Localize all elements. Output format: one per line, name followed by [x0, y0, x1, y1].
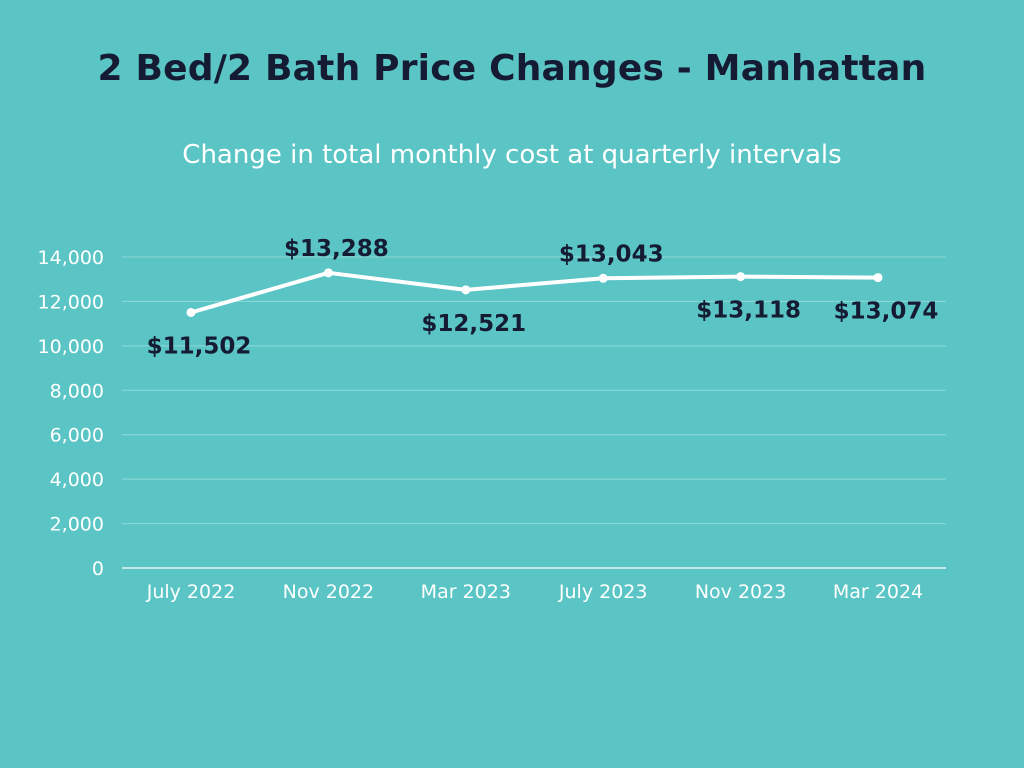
data-label: $11,502 [147, 333, 252, 359]
y-tick-label: 14,000 [38, 247, 104, 269]
x-tick-label: July 2023 [558, 581, 648, 603]
x-tick-label: Nov 2022 [283, 581, 374, 603]
data-labels: $11,502 $13,288 $12,521 $13,043 $13,118 $13,0… [147, 236, 939, 360]
chart-title: 2 Bed/2 Bath Price Changes - Manhattan [97, 48, 927, 89]
data-label: $12,521 [421, 311, 526, 337]
chart-subtitle: Change in total monthly cost at quarterl… [182, 140, 842, 170]
data-point [736, 272, 746, 282]
data-point [598, 273, 608, 283]
y-tick-label: 6,000 [50, 425, 104, 447]
x-tick-label: July 2022 [146, 581, 236, 603]
data-label: $13,043 [559, 241, 664, 267]
y-axis: 0 2,000 4,000 6,000 8,000 10,000 12,000 14,000 [38, 247, 104, 580]
y-tick-label: 4,000 [50, 469, 104, 491]
data-point [186, 307, 196, 317]
x-tick-label: Mar 2023 [421, 581, 511, 603]
y-tick-label: 0 [92, 558, 104, 580]
series-total-monthly-cost [186, 268, 883, 317]
data-label: $13,288 [284, 236, 389, 262]
series-line [189, 270, 880, 315]
data-point [873, 273, 883, 283]
x-tick-label: Nov 2023 [695, 581, 786, 603]
data-label: $13,074 [834, 299, 939, 325]
gridlines [122, 256, 946, 569]
y-tick-label: 10,000 [38, 336, 104, 358]
x-axis: July 2022 Nov 2022 Mar 2023 July 2023 Nov 20… [146, 581, 923, 603]
data-point [323, 268, 333, 278]
data-label: $13,118 [696, 298, 801, 324]
y-tick-label: 12,000 [38, 291, 104, 313]
x-tick-label: Mar 2024 [833, 581, 923, 603]
y-tick-label: 8,000 [50, 380, 104, 402]
data-point [461, 285, 471, 295]
y-tick-label: 2,000 [50, 514, 104, 536]
